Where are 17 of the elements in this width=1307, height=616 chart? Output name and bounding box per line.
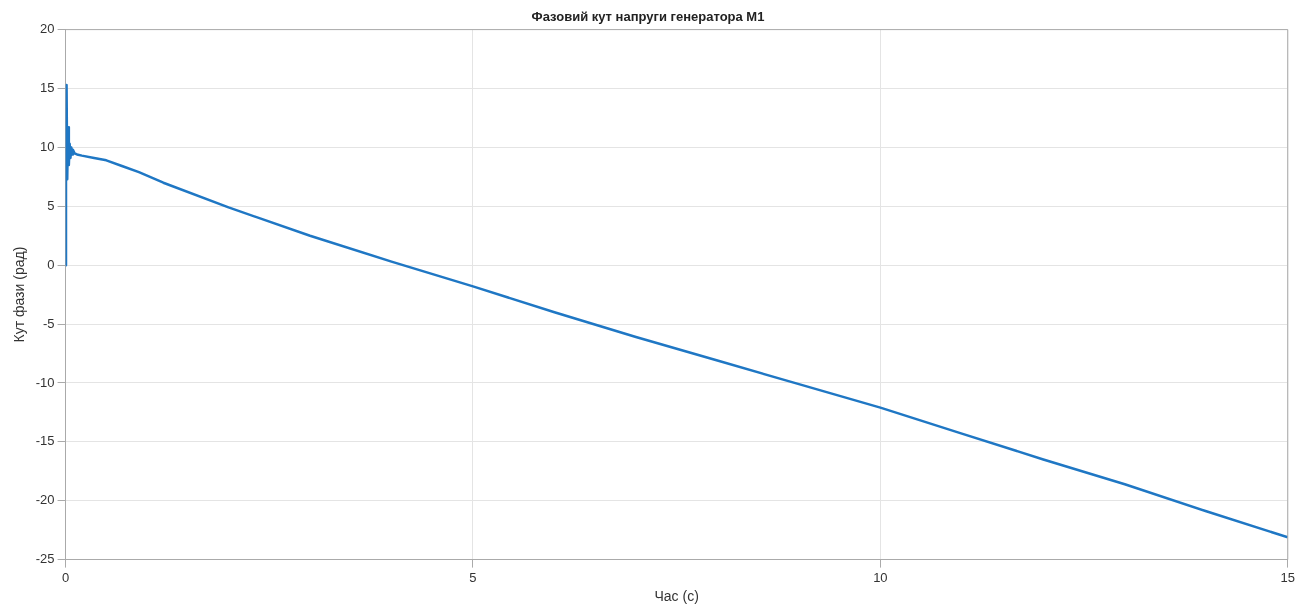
y-tick-label: 10 [40,138,55,154]
x-tick-label: 15 [1280,569,1295,585]
x-tick-label: 0 [61,569,70,585]
y-tick-label: 15 [40,80,55,96]
x-axis-title: Час (с) [654,588,699,605]
y-tick-label: -20 [35,492,55,508]
y-axis-title: Кут фази (рад) [11,246,28,343]
y-tick-label: -10 [35,374,55,390]
y-tick-label: 0 [47,256,55,272]
y-tick-label: 5 [47,197,55,213]
x-tick-label: 10 [873,569,888,585]
y-tick-label: 20 [40,21,55,37]
y-tick-label: -25 [35,551,55,567]
y-tick-label: -15 [35,433,55,449]
chart-title: Фазовий кут напруги генератора M1 [531,9,765,25]
y-tick-label: -5 [43,315,55,331]
x-tick-label: 5 [469,569,477,585]
